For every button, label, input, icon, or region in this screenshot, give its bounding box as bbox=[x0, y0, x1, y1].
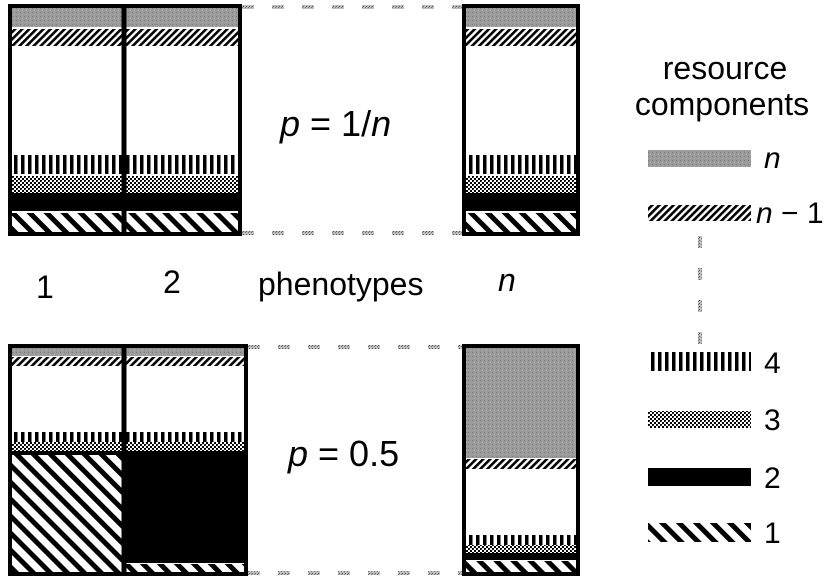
bottom-col2-component-2 bbox=[124, 451, 244, 563]
top-col1-component-4 bbox=[12, 155, 124, 174]
legend-label-4: 4 bbox=[764, 347, 781, 380]
top-coln-component-2 bbox=[466, 193, 576, 211]
bottom-col1-component-1 bbox=[12, 455, 124, 572]
top-coln-component-3 bbox=[466, 176, 576, 193]
legend-label-n: n bbox=[764, 142, 781, 175]
top-right-frame bbox=[462, 4, 580, 236]
legend-swatch-n bbox=[648, 150, 751, 167]
top-equation: p = 1/n bbox=[279, 103, 391, 144]
bottom-col2-component-4 bbox=[124, 432, 244, 442]
top-col2-component-1 bbox=[124, 213, 238, 232]
phenotype-labels: 1 2 phenotypes n bbox=[36, 262, 516, 305]
bottom-right-frame bbox=[462, 344, 580, 576]
bottom-col2-component-n bbox=[124, 348, 244, 356]
bottom-equation: p = 0.5 bbox=[287, 433, 399, 474]
legend-swatch-n-minus-1 bbox=[648, 205, 751, 221]
top-col2-component-2 bbox=[124, 193, 238, 211]
bottom-col1-component-4 bbox=[12, 432, 124, 442]
legend-title-line2: components bbox=[635, 86, 809, 122]
bottom-coln-component-n-minus-1 bbox=[466, 459, 576, 469]
legend-swatch-4 bbox=[648, 352, 751, 371]
top-phenotype-1-column bbox=[12, 8, 124, 232]
bottom-phenotype-2-column bbox=[124, 348, 244, 572]
legend-title-line1: resource bbox=[663, 50, 788, 86]
bottom-col2-component-n-minus-1 bbox=[124, 357, 244, 366]
phenotype-label-1: 1 bbox=[36, 269, 54, 305]
top-phenotype-n-column bbox=[466, 8, 576, 232]
legend-swatch-3 bbox=[648, 411, 751, 428]
top-col2-component-3 bbox=[124, 176, 238, 193]
bottom-left-frame bbox=[8, 344, 248, 576]
legend-swatch-2 bbox=[648, 468, 751, 486]
phenotype-label-2: 2 bbox=[163, 264, 181, 300]
bottom-col1-component-3 bbox=[12, 442, 124, 451]
bottom-row: p = 0.5 bbox=[8, 344, 580, 576]
legend-label-n-minus-1: n − 1 bbox=[756, 197, 824, 230]
bottom-col2-component-3 bbox=[124, 442, 244, 451]
legend: resource components n n − 1 4 3 2 1 bbox=[635, 50, 824, 550]
top-col1-component-n-minus-1 bbox=[12, 29, 124, 46]
top-col1-component-n bbox=[12, 8, 124, 27]
phenotypes-label: phenotypes bbox=[258, 266, 423, 302]
top-phenotype-2-column bbox=[124, 8, 238, 232]
top-coln-component-n bbox=[466, 8, 576, 27]
top-col1-component-2 bbox=[12, 193, 124, 211]
top-col2-component-4 bbox=[124, 155, 238, 174]
bottom-coln-component-n bbox=[466, 348, 576, 458]
legend-label-2: 2 bbox=[764, 462, 781, 495]
top-col1-component-1 bbox=[12, 213, 124, 232]
top-col2-component-n bbox=[124, 8, 238, 27]
bottom-col2-component-1 bbox=[124, 564, 244, 572]
top-coln-component-4 bbox=[466, 155, 576, 174]
top-col2-component-n-minus-1 bbox=[124, 29, 238, 46]
bottom-coln-component-1 bbox=[466, 561, 576, 572]
bottom-col1-component-n-minus-1 bbox=[12, 357, 124, 366]
phenotype-label-n: n bbox=[498, 262, 516, 298]
top-coln-component-n-minus-1 bbox=[466, 29, 576, 46]
bottom-coln-component-4 bbox=[466, 535, 576, 545]
bottom-phenotype-1-column bbox=[12, 348, 124, 572]
bottom-col1-component-n bbox=[12, 348, 124, 356]
legend-label-3: 3 bbox=[764, 404, 781, 437]
bottom-col1-component-2 bbox=[12, 451, 124, 455]
legend-label-1: 1 bbox=[764, 517, 781, 550]
top-col1-component-3 bbox=[12, 176, 124, 193]
bottom-coln-component-2 bbox=[466, 553, 576, 560]
bottom-phenotype-n-column bbox=[466, 348, 576, 572]
bottom-coln-component-3 bbox=[466, 545, 576, 553]
top-row: p = 1/n bbox=[8, 4, 580, 236]
top-coln-component-1 bbox=[466, 213, 576, 232]
legend-swatch-1 bbox=[648, 523, 751, 542]
